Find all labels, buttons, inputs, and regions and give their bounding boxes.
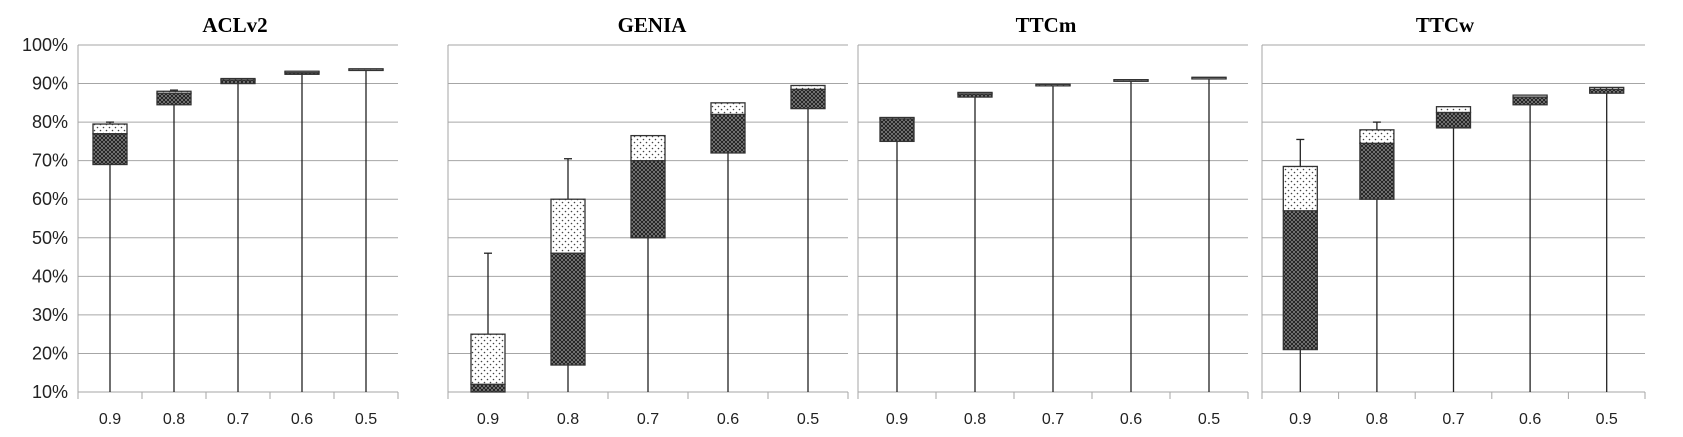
panel-aclv2: 0.9 0.8 0.7 0.6 0.5 xyxy=(77,44,399,428)
box-upper-quartile xyxy=(1589,86,1625,90)
box-lower-quartile xyxy=(1282,210,1318,351)
y-tick-label: 30% xyxy=(32,305,68,325)
box-upper-quartile xyxy=(1282,165,1318,212)
box-upper-quartile xyxy=(348,68,384,72)
box-lower-quartile xyxy=(710,113,746,154)
y-axis: 10% 20% 30% 40% 50% 60% 70% 80% 90% 100% xyxy=(22,35,68,402)
box-lower-quartile xyxy=(879,117,915,143)
box-upper-quartile xyxy=(1191,76,1227,80)
x-tick-label: 0.9 xyxy=(477,411,499,428)
panel-title-genia: GENIA xyxy=(618,13,688,37)
y-tick-label: 20% xyxy=(32,343,68,363)
box-lower-quartile xyxy=(1435,111,1472,129)
box-upper-quartile xyxy=(630,134,666,162)
panel-ttcm: 0.9 0.8 0.7 0.6 0.5 xyxy=(857,44,1249,428)
x-tick-label: 0.7 xyxy=(637,411,659,428)
box-lower-quartile xyxy=(790,88,826,110)
box-upper-quartile xyxy=(1435,106,1472,114)
box-lower-quartile xyxy=(156,92,192,106)
panels: 0.9 0.8 0.7 0.6 0.5 0.9 0.8 0.7 0.6 0.5 0.9 0.8 0.7 0… xyxy=(77,44,1646,428)
box-lower-quartile xyxy=(630,160,666,239)
y-tick-label: 80% xyxy=(32,112,68,132)
box-lower-quartile xyxy=(1359,142,1395,200)
x-tick-label: 0.7 xyxy=(1442,411,1464,428)
box-upper-quartile xyxy=(790,84,826,90)
x-tick-label: 0.5 xyxy=(1198,411,1220,428)
x-tick-label: 0.8 xyxy=(557,411,579,428)
x-tick-label: 0.6 xyxy=(1120,411,1142,428)
box-upper-quartile xyxy=(156,90,192,94)
box-lower-quartile xyxy=(92,133,128,166)
box-upper-quartile xyxy=(1113,79,1149,82)
y-tick-label: 50% xyxy=(32,228,68,248)
box-lower-quartile xyxy=(470,383,506,393)
x-tick-label: 0.5 xyxy=(797,411,819,428)
box-upper-quartile xyxy=(470,333,506,385)
x-tick-label: 0.6 xyxy=(717,411,739,428)
y-tick-label: 70% xyxy=(32,151,68,171)
box-upper-quartile xyxy=(1035,83,1071,87)
x-tick-label: 0.9 xyxy=(886,411,908,428)
box-upper-quartile xyxy=(220,77,256,81)
box-lower-quartile xyxy=(1512,96,1548,106)
x-tick-label: 0.5 xyxy=(1596,411,1618,428)
x-tick-label: 0.9 xyxy=(1289,411,1311,428)
y-tick-label: 40% xyxy=(32,266,68,286)
panel-title-ttcm: TTCm xyxy=(1016,13,1077,37)
x-tick-label: 0.9 xyxy=(99,411,121,428)
panel-ttcw: 0.9 0.8 0.7 0.6 0.5 xyxy=(1261,44,1646,428)
panel-title-ttcw: TTCw xyxy=(1416,13,1475,37)
x-tick-label: 0.6 xyxy=(1519,411,1541,428)
box-upper-quartile xyxy=(710,102,746,116)
x-tick-label: 0.6 xyxy=(291,411,313,428)
box-upper-quartile xyxy=(550,198,586,254)
box-lower-quartile xyxy=(550,252,586,366)
y-tick-label: 10% xyxy=(32,382,68,402)
panel-title-aclv2: ACLv2 xyxy=(202,13,267,37)
y-tick-label: 100% xyxy=(22,35,68,55)
box-upper-quartile xyxy=(957,91,993,95)
box-upper-quartile xyxy=(879,116,915,120)
box-upper-quartile xyxy=(92,123,128,135)
box-upper-quartile xyxy=(284,70,320,74)
x-tick-label: 0.8 xyxy=(964,411,986,428)
x-tick-label: 0.7 xyxy=(1042,411,1064,428)
x-tick-label: 0.8 xyxy=(163,411,185,428)
x-tick-label: 0.8 xyxy=(1366,411,1388,428)
x-tick-label: 0.7 xyxy=(227,411,249,428)
x-tick-label: 0.5 xyxy=(355,411,377,428)
y-tick-label: 60% xyxy=(32,189,68,209)
y-tick-label: 90% xyxy=(32,74,68,94)
panel-genia: 0.9 0.8 0.7 0.6 0.5 xyxy=(447,44,849,428)
box-upper-quartile xyxy=(1359,129,1395,144)
box-upper-quartile xyxy=(1512,94,1548,98)
